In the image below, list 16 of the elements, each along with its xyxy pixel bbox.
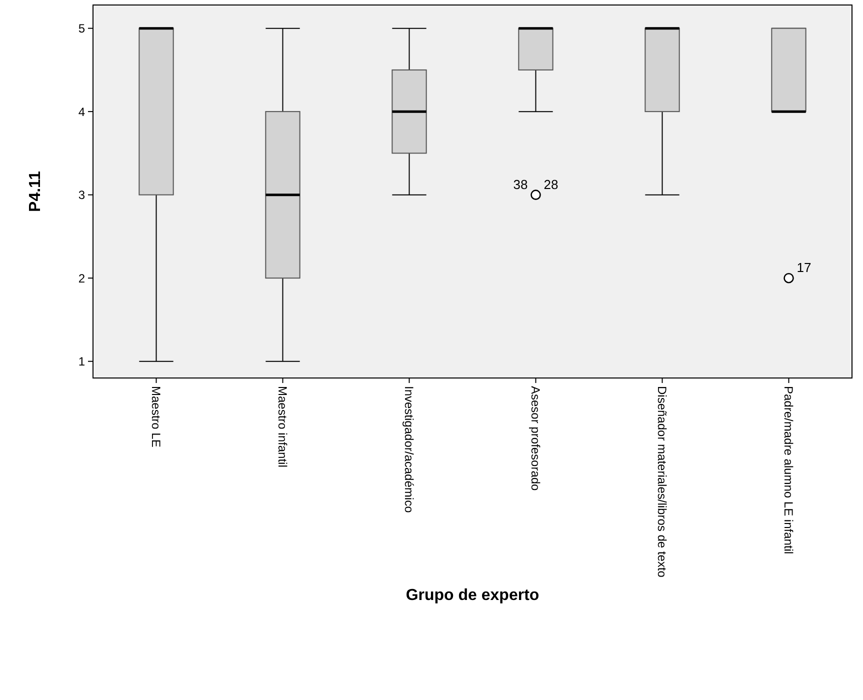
- x-tick-label: Diseñador materiales/libros de texto: [655, 386, 670, 578]
- x-tick-label: Maestro infantil: [276, 386, 290, 468]
- y-tick-label: 4: [78, 104, 86, 119]
- annotation: 28: [544, 176, 558, 192]
- y-tick-label: 2: [78, 271, 86, 286]
- y-tick-label: 5: [78, 22, 86, 36]
- x-tick-label: Padre/madre alumno LE infantil: [782, 386, 796, 554]
- y-tick-label: 3: [78, 188, 86, 202]
- annotation: 17: [796, 260, 812, 276]
- x-tick-label: Investigador/académico: [402, 386, 416, 514]
- x-tick-label: Asesor profesorado: [528, 386, 543, 492]
- y-tick-label: 1: [78, 354, 86, 369]
- y-axis-title: P4.11: [27, 170, 44, 212]
- x-axis-title: Grupo de experto: [406, 587, 540, 604]
- annotation: 38: [513, 176, 528, 192]
- x-tick-label: Maestro LE: [149, 386, 164, 448]
